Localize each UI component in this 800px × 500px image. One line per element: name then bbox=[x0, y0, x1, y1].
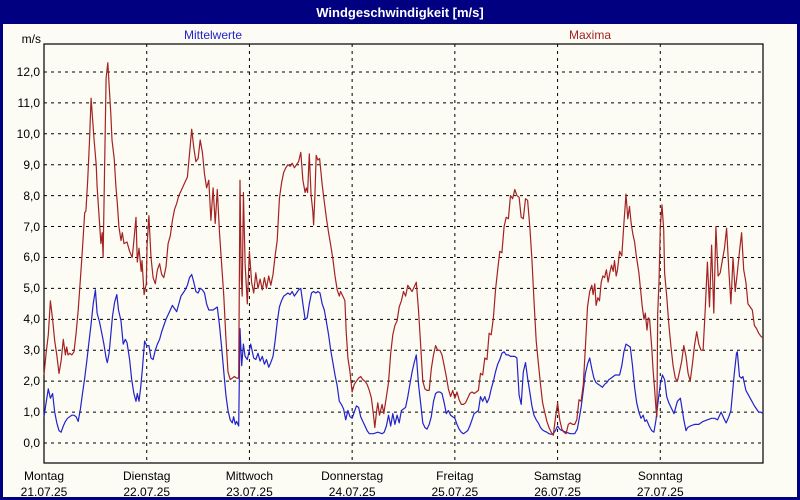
y-axis-unit-label: m/s bbox=[21, 32, 41, 46]
x-date-label: 22.07.25 bbox=[123, 485, 171, 499]
y-tick-label: 5,0 bbox=[23, 281, 40, 296]
x-day-label: Dienstag bbox=[123, 469, 171, 483]
y-tick-label: 0,0 bbox=[23, 436, 40, 450]
y-tick-label: 1,0 bbox=[23, 405, 40, 420]
x-day-label: Sonntag bbox=[637, 469, 683, 483]
y-tick-label: 9,0 bbox=[23, 157, 40, 172]
x-date-label: 23.07.25 bbox=[226, 485, 273, 499]
x-date-label: 27.07.25 bbox=[636, 485, 684, 499]
y-tick-label: 4,0 bbox=[23, 312, 40, 327]
x-date-label: 25.07.25 bbox=[431, 485, 479, 499]
plot-frame bbox=[43, 43, 764, 464]
legend-mean-label: Mittelwerte bbox=[183, 28, 242, 42]
x-date-label: 24.07.25 bbox=[328, 485, 376, 499]
y-tick-label: 2,0 bbox=[23, 374, 40, 389]
legend-max-label: Maxima bbox=[568, 28, 611, 42]
x-date-label: 21.07.25 bbox=[20, 485, 68, 499]
plot-area bbox=[43, 43, 764, 464]
chart-title: Windgeschwindigkeit [m/s] bbox=[316, 5, 484, 20]
x-day-label: Mittwoch bbox=[225, 469, 274, 483]
y-tick-label: 3,0 bbox=[23, 343, 40, 358]
y-tick-label: 7,0 bbox=[23, 219, 40, 234]
y-tick-label: 12,0 bbox=[16, 64, 40, 79]
max-series-line bbox=[43, 62, 764, 436]
y-tick-label: 6,0 bbox=[23, 250, 40, 265]
y-tick-label: 11,0 bbox=[17, 95, 40, 110]
mean-series-line bbox=[43, 273, 764, 435]
x-day-label: Freitag bbox=[436, 469, 474, 483]
x-day-label: Samstag bbox=[533, 469, 582, 483]
x-day-label: Montag bbox=[23, 469, 65, 483]
y-tick-label: 8,0 bbox=[23, 188, 40, 203]
x-date-label: 26.07.25 bbox=[534, 485, 581, 499]
x-day-label: Donnerstag bbox=[321, 469, 384, 483]
y-tick-label: 10,0 bbox=[16, 126, 40, 141]
title-bar: Windgeschwindigkeit [m/s] bbox=[3, 3, 797, 24]
